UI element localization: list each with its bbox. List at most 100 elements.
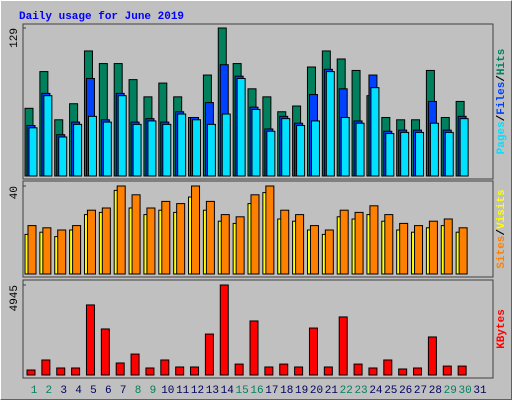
bar — [294, 366, 304, 376]
bar — [354, 211, 364, 275]
legend-entry: KBytes — [496, 309, 508, 349]
bar — [295, 214, 305, 275]
bar — [400, 131, 410, 177]
legend-separator: / — [496, 75, 508, 82]
bar — [323, 366, 333, 376]
bar — [308, 327, 318, 376]
bar — [338, 316, 348, 376]
x-tick-label: 28 — [429, 385, 442, 397]
bar — [102, 121, 112, 177]
bar — [281, 118, 291, 177]
bar — [190, 366, 200, 376]
bar — [161, 200, 171, 275]
bar — [115, 362, 125, 376]
bar — [73, 123, 83, 177]
bar — [370, 87, 380, 177]
bar — [117, 95, 127, 177]
bar — [339, 209, 349, 275]
bar — [458, 227, 468, 275]
x-tick-label: 1 — [31, 385, 38, 397]
bar — [355, 122, 365, 177]
x-tick-label: 10 — [161, 385, 174, 397]
bar — [86, 209, 96, 275]
bar — [100, 328, 110, 376]
bar — [101, 207, 111, 275]
bar — [146, 207, 156, 275]
x-tick-label: 8 — [135, 385, 142, 397]
bar — [368, 367, 378, 376]
x-tick-label: 21 — [325, 385, 339, 397]
chart-title: Daily usage for June 2019 — [19, 11, 184, 23]
x-tick-label: 4 — [75, 385, 82, 397]
bar — [340, 116, 350, 177]
x-tick-label: 26 — [399, 385, 412, 397]
y-tick-label: 129 — [9, 28, 21, 48]
bar — [131, 194, 141, 275]
x-tick-label: 17 — [265, 385, 278, 397]
legend-entry: Files — [496, 82, 508, 115]
bar — [87, 115, 97, 177]
bar — [265, 185, 275, 275]
legend-entry: Pages — [496, 121, 508, 154]
bar — [236, 77, 246, 177]
bar — [324, 229, 334, 275]
bar — [204, 333, 214, 376]
x-tick-label: 31 — [473, 385, 487, 397]
bar — [384, 214, 394, 275]
bar — [26, 369, 36, 376]
x-tick-label: 15 — [236, 385, 249, 397]
x-tick-label: 12 — [191, 385, 204, 397]
x-tick-label: 9 — [150, 385, 157, 397]
bar — [353, 363, 363, 376]
bar — [219, 284, 229, 376]
legend-separator: / — [496, 229, 508, 236]
bar — [414, 225, 424, 275]
bar — [205, 200, 215, 275]
legend: KBytes — [496, 309, 508, 349]
x-tick-label: 27 — [414, 385, 427, 397]
bar — [442, 365, 452, 376]
x-tick-label: 2 — [46, 385, 53, 397]
bar — [191, 185, 201, 275]
bar — [429, 122, 439, 177]
bar — [72, 225, 82, 275]
bar — [279, 363, 289, 376]
bar — [415, 131, 425, 177]
bar — [220, 214, 230, 275]
x-tick-label: 30 — [459, 385, 472, 397]
x-tick-label: 25 — [384, 385, 397, 397]
x-tick-label: 19 — [295, 385, 308, 397]
bar — [428, 220, 438, 275]
legend-entry: Sites — [496, 236, 508, 269]
x-tick-label: 11 — [176, 385, 190, 397]
x-tick-label: 7 — [120, 385, 127, 397]
bar — [56, 367, 66, 376]
bar — [264, 366, 274, 376]
x-tick-label: 6 — [105, 385, 112, 397]
bar — [398, 368, 408, 376]
bar — [249, 320, 259, 376]
legend-entry: Hits — [496, 49, 508, 75]
bar — [383, 359, 393, 376]
y-tick-label: 40 — [9, 186, 21, 199]
x-tick-label: 29 — [444, 385, 457, 397]
bar — [266, 130, 276, 177]
bar — [234, 363, 244, 376]
bar — [43, 95, 53, 177]
bar — [296, 125, 306, 177]
bar — [206, 123, 216, 177]
x-tick-label: 13 — [206, 385, 219, 397]
x-tick-label: 18 — [280, 385, 293, 397]
bar — [413, 367, 423, 376]
bar — [147, 120, 157, 177]
legend-entry: Visits — [496, 189, 508, 229]
y-tick-label: 4945 — [9, 285, 21, 311]
bar — [71, 367, 81, 376]
legend-separator: / — [496, 114, 508, 121]
bar — [444, 131, 454, 177]
bar — [280, 209, 290, 275]
bar — [57, 229, 67, 275]
x-tick-label: 23 — [354, 385, 367, 397]
bar — [309, 225, 319, 275]
bar — [132, 123, 142, 177]
